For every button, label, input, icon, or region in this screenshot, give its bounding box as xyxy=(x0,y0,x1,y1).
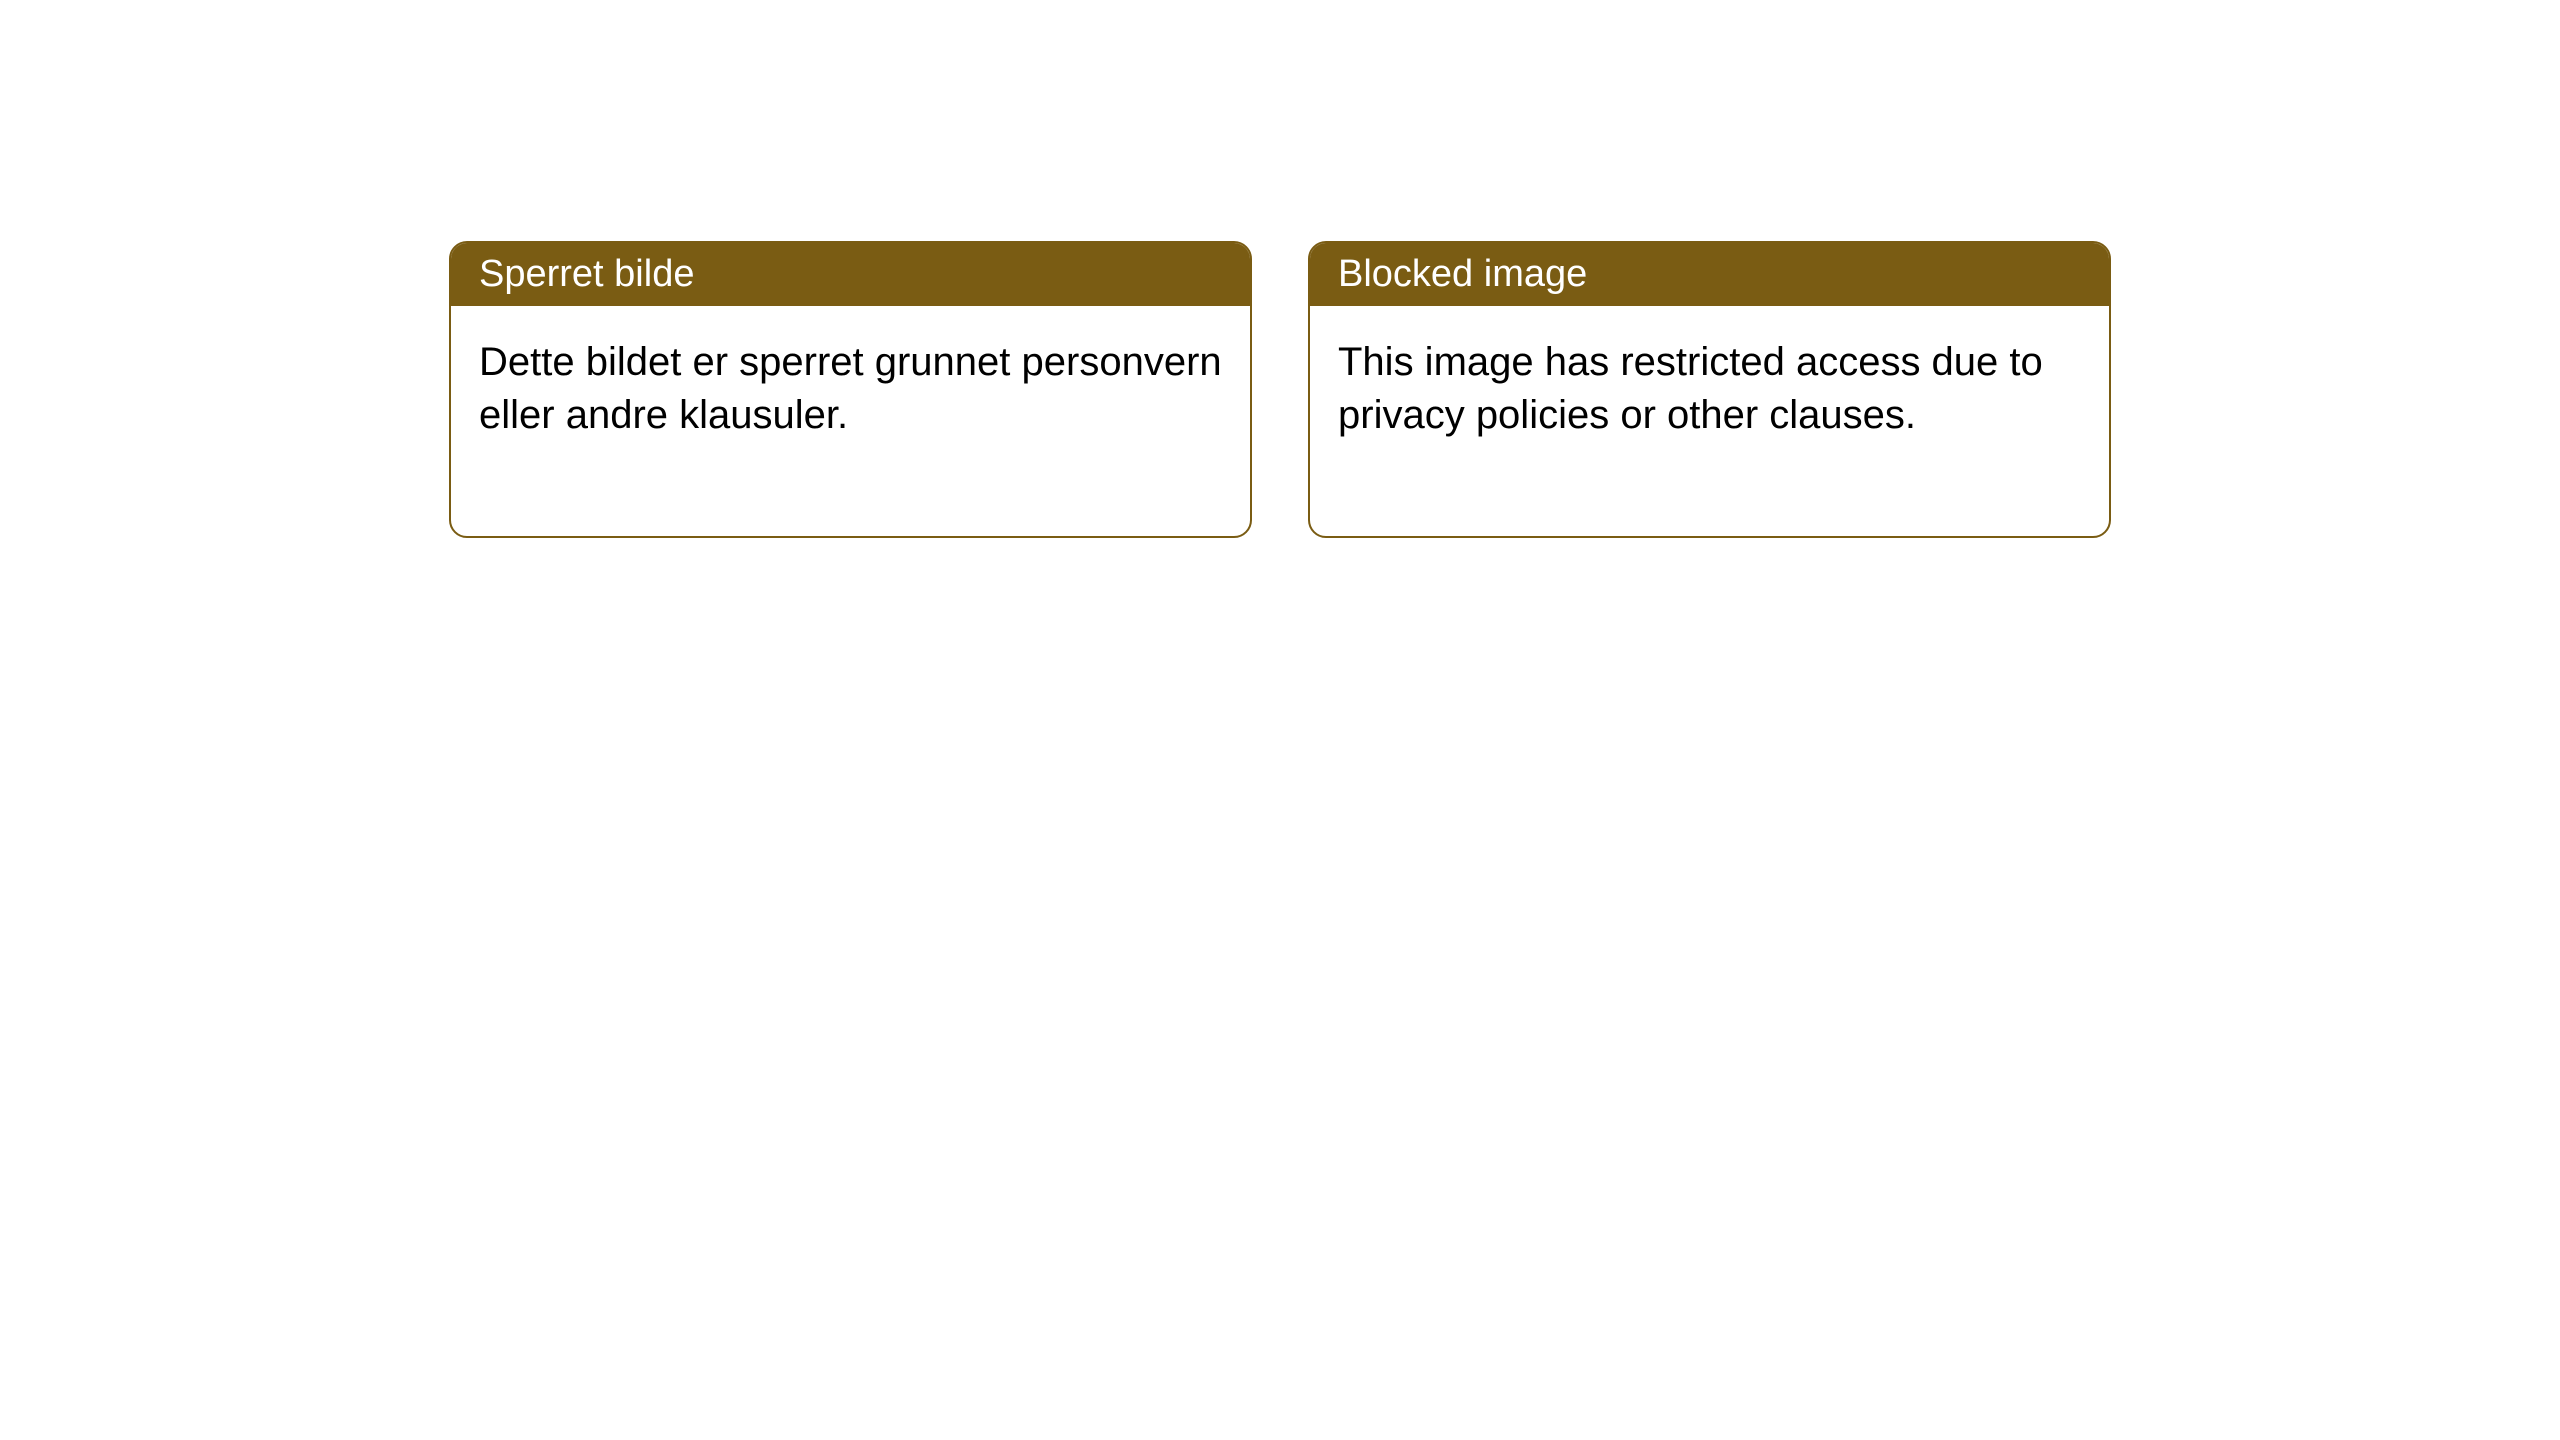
notice-title-norwegian: Sperret bilde xyxy=(451,243,1250,306)
notice-body-english: This image has restricted access due to … xyxy=(1310,306,2109,536)
notice-title-english: Blocked image xyxy=(1310,243,2109,306)
notice-container: Sperret bilde Dette bildet er sperret gr… xyxy=(449,241,2111,538)
notice-box-english: Blocked image This image has restricted … xyxy=(1308,241,2111,538)
notice-body-norwegian: Dette bildet er sperret grunnet personve… xyxy=(451,306,1250,536)
notice-box-norwegian: Sperret bilde Dette bildet er sperret gr… xyxy=(449,241,1252,538)
